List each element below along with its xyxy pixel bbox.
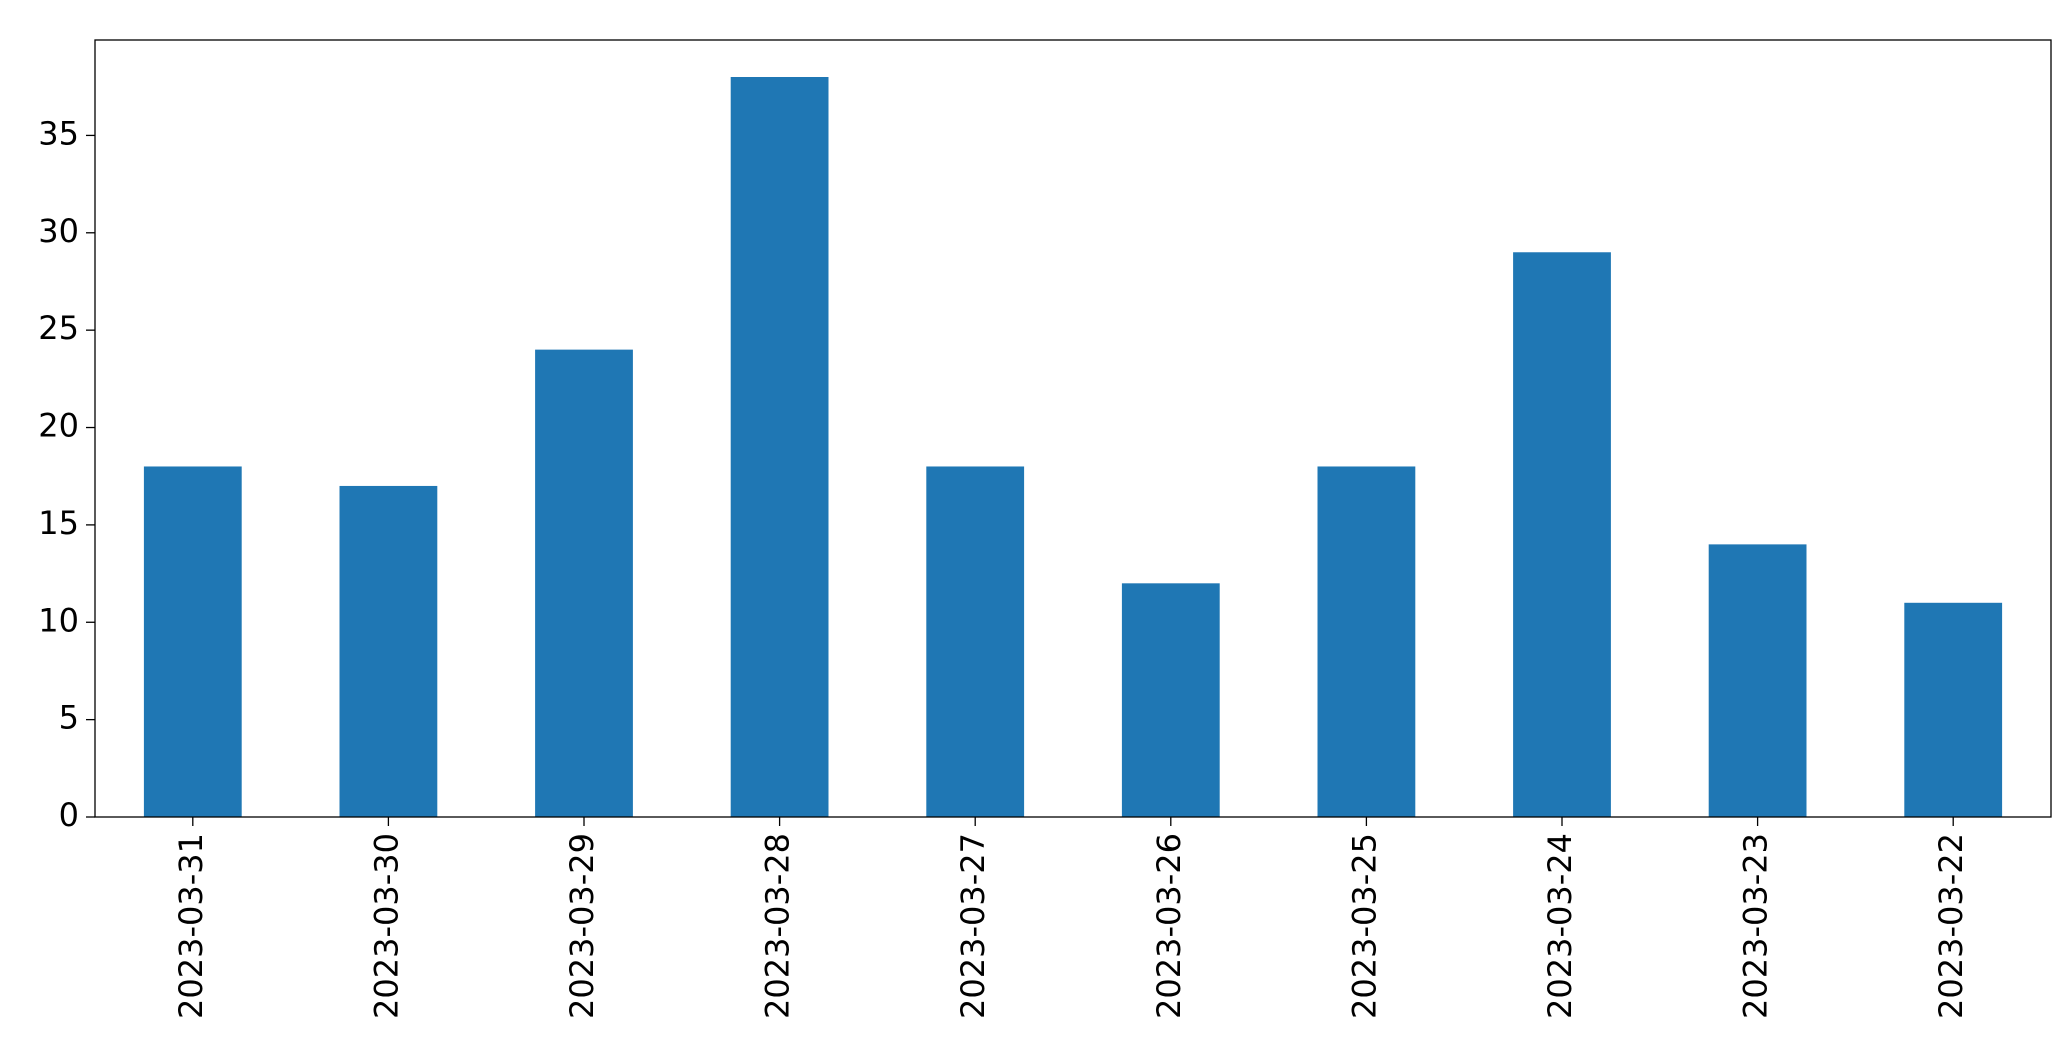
y-tick-label: 0	[59, 796, 79, 834]
y-tick-label: 5	[59, 699, 79, 737]
bar	[1904, 602, 2003, 817]
bar	[1121, 583, 1220, 817]
bar	[730, 77, 829, 817]
y-tick-label: 20	[38, 407, 79, 445]
bar	[535, 349, 633, 817]
x-tick-label: 2023-03-26	[1150, 833, 1188, 1019]
bar	[143, 466, 242, 817]
bar	[1317, 466, 1416, 817]
bar	[339, 485, 438, 817]
x-tick-label: 2023-03-29	[563, 833, 601, 1019]
x-tick-label: 2023-03-31	[172, 833, 210, 1019]
y-tick-label: 30	[38, 212, 79, 250]
y-tick-label: 25	[38, 309, 79, 347]
x-tick-label: 2023-03-24	[1541, 833, 1579, 1019]
plot-frame	[94, 39, 2052, 818]
x-tick-label: 2023-03-30	[367, 833, 405, 1019]
y-tick-label: 15	[38, 504, 79, 542]
bar	[1513, 252, 1611, 817]
y-tick-label: 10	[38, 601, 79, 639]
x-tick-label: 2023-03-23	[1737, 833, 1775, 1019]
x-tick-label: 2023-03-25	[1345, 833, 1383, 1019]
x-tick-label: 2023-03-22	[1932, 833, 1970, 1019]
y-tick-label: 35	[38, 114, 79, 152]
x-tick-label: 2023-03-27	[954, 833, 992, 1019]
bar	[926, 466, 1025, 817]
bar	[1708, 544, 1807, 817]
x-tick-label: 2023-03-28	[759, 833, 797, 1019]
